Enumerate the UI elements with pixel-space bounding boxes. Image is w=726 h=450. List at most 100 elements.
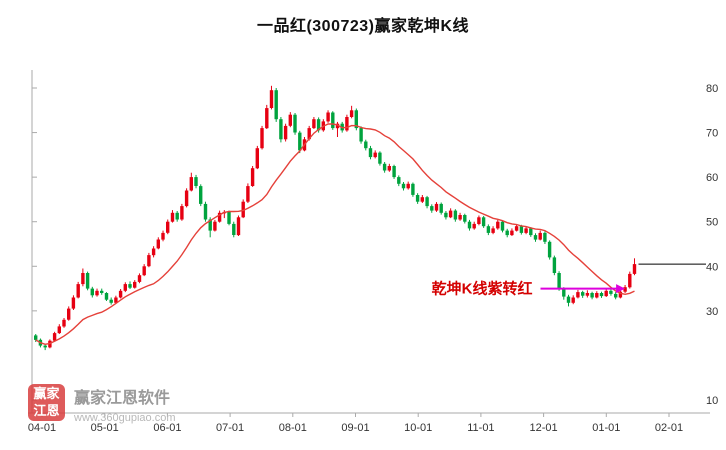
candle (599, 291, 604, 298)
candle (392, 164, 396, 179)
watermark-logo-icon: 赢家 江恩 (28, 384, 65, 421)
candle (444, 211, 448, 220)
candle (500, 220, 505, 233)
candle (283, 123, 288, 142)
candle (52, 331, 57, 342)
candle (175, 211, 179, 222)
candle (274, 88, 278, 122)
candle (232, 221, 236, 238)
candle (566, 294, 571, 307)
candle (401, 182, 406, 191)
x-axis-label: 10-01 (404, 422, 432, 434)
candle (184, 188, 189, 208)
candle (368, 145, 373, 160)
candle (510, 228, 514, 236)
candle (217, 210, 222, 223)
x-axis-label: 06-01 (153, 422, 181, 434)
candle (189, 172, 193, 192)
watermark: 赢家 江恩 赢家江恩软件 www.360gupiao.com (28, 384, 176, 424)
watermark-logo-line2: 江恩 (33, 402, 60, 418)
candle (434, 202, 439, 212)
candle (552, 255, 557, 276)
candle (170, 210, 175, 223)
candle (166, 219, 170, 235)
candle (349, 105, 354, 119)
candle (387, 163, 391, 172)
candle (547, 240, 552, 260)
y-axis-label: 40 (706, 261, 718, 273)
candle (288, 112, 292, 128)
candle (118, 289, 123, 299)
candle (298, 130, 302, 154)
candle (581, 290, 585, 298)
candle (62, 318, 66, 328)
candle (463, 213, 467, 224)
candle (533, 233, 538, 242)
candle (614, 292, 618, 300)
watermark-logo-line1: 赢家 (33, 386, 60, 402)
candle (161, 230, 165, 242)
x-axis-label: 09-01 (341, 422, 369, 434)
candle (354, 108, 358, 131)
candle (194, 174, 198, 189)
y-axis-label: 80 (706, 83, 718, 95)
y-axis-label: 60 (706, 172, 718, 184)
candle (472, 221, 476, 230)
candle (269, 85, 274, 110)
candle (95, 288, 99, 297)
y-axis-label: 10 (706, 395, 718, 407)
candle (543, 231, 547, 244)
candle (382, 162, 387, 173)
candle (364, 139, 368, 151)
candle (359, 126, 363, 144)
candle (415, 193, 420, 204)
ma-line (35, 123, 635, 346)
candle (458, 212, 462, 221)
candle (104, 292, 109, 301)
candle (67, 306, 71, 321)
candle (345, 114, 349, 132)
candle (628, 271, 632, 289)
candle (491, 226, 495, 235)
candle (147, 252, 151, 268)
candle (34, 334, 38, 342)
candle (425, 195, 429, 209)
y-axis: 80 70 60 50 40 30 10 (31, 70, 718, 413)
watermark-name: 赢家江恩软件 (74, 390, 171, 407)
candle (236, 215, 241, 236)
annotation-label: 乾坤K线紫转红 (432, 280, 533, 298)
candle (241, 199, 245, 219)
x-axis-label: 05-01 (91, 422, 119, 434)
candle (255, 145, 259, 170)
candle (397, 175, 401, 187)
x-axis-label: 04-01 (28, 422, 56, 434)
candle (448, 208, 453, 219)
candle (151, 246, 156, 258)
candle (133, 280, 137, 289)
candle (576, 289, 580, 299)
candle (85, 271, 90, 291)
candle (227, 210, 231, 226)
candle (373, 150, 377, 159)
candle (609, 289, 613, 296)
candle (378, 151, 382, 166)
candle (293, 113, 297, 135)
candle (496, 219, 500, 230)
candle (109, 297, 113, 305)
candle (137, 273, 142, 284)
candle (529, 227, 533, 237)
candle (250, 166, 255, 187)
y-axis-label: 50 (706, 217, 718, 229)
candle (199, 184, 203, 207)
candle (128, 281, 132, 289)
candle (123, 282, 127, 293)
candle (420, 195, 424, 203)
candle (142, 264, 146, 277)
y-axis-label: 30 (706, 306, 718, 318)
candle (571, 295, 575, 305)
candle (90, 286, 94, 298)
candle (623, 285, 627, 293)
x-axis-label: 02-01 (655, 422, 683, 434)
